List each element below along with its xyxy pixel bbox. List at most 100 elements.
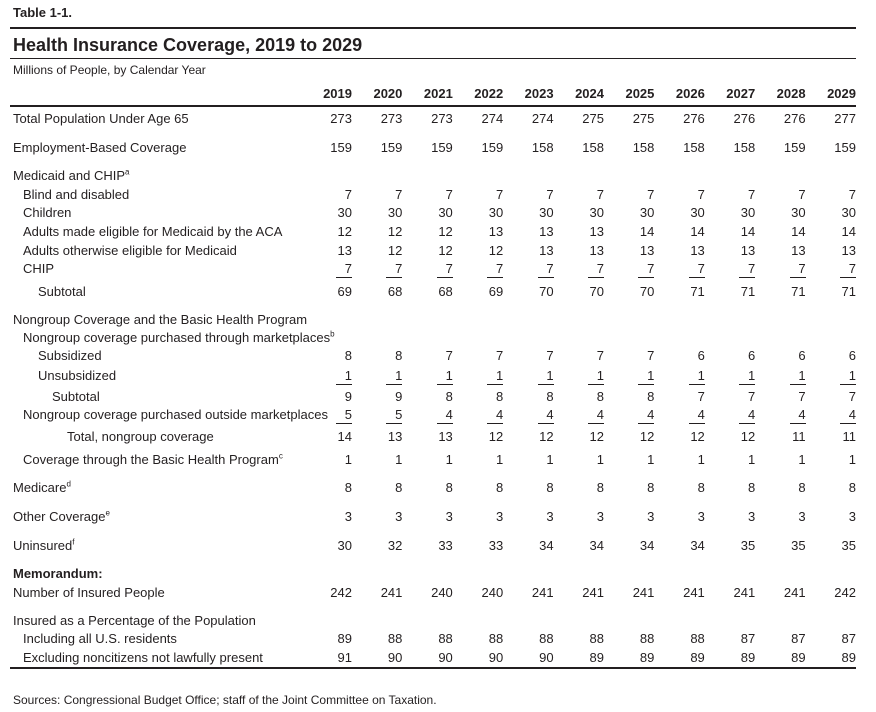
row-label: Including all U.S. residents [23,631,177,647]
cell-value: 13 [690,243,705,258]
cell-value: 12 [589,429,604,444]
row-label-text: Total, nongroup coverage [67,429,214,444]
cell-value: 91 [337,650,352,665]
cell-value: 241 [582,585,604,600]
cell-value: 6 [798,348,806,363]
cell-value: 7 [747,389,756,404]
footnote-marker: c [278,451,283,461]
cell-value: 7 [386,261,403,278]
cell-value: 30 [387,205,403,220]
cell-value: 30 [337,538,352,553]
cell-value: 12 [387,224,403,239]
cell-value: 89 [791,650,806,665]
row-label-text: Nongroup coverage purchased through mark… [23,330,331,345]
cell-value: 35 [841,538,856,553]
cell-value: 7 [688,261,705,278]
cell-value: 33 [488,538,504,553]
row-label: Subtotal [38,284,86,300]
cell-value: 276 [733,111,756,126]
cell-value: 14 [740,224,756,239]
cell-value: 90 [488,650,504,665]
row-label: Subsidized [38,348,102,364]
cell-value: 14 [841,224,856,239]
cell-value: 1 [487,368,504,385]
cell-value: 8 [848,480,856,495]
cell-value: 240 [431,585,453,600]
row-label-text: Nongroup Coverage and the Basic Health P… [13,312,308,327]
cell-value: 13 [791,243,806,258]
row-label: Total, nongroup coverage [67,429,214,445]
cell-value: 1 [840,368,856,385]
cell-value: 35 [740,538,756,553]
column-header: 2021 [423,86,453,101]
cell-value: 30 [589,205,604,220]
cell-value: 8 [344,480,352,495]
cell-value: 3 [697,509,705,524]
cell-value: 8 [798,480,806,495]
cell-value: 8 [596,480,604,495]
cell-value: 88 [690,631,705,646]
cell-value: 1 [697,452,705,467]
cell-value: 12 [740,429,756,444]
cell-value: 13 [438,429,453,444]
column-header: 2027 [726,86,756,101]
cell-value: 159 [783,140,806,155]
footnote-marker: b [330,329,335,339]
column-header: 2022 [474,86,504,101]
cell-value: 7 [697,187,705,202]
cell-value: 241 [380,585,403,600]
cell-value: 7 [537,261,554,278]
cell-value: 3 [495,509,504,524]
cell-value: 1 [546,452,554,467]
row-label: CHIP [23,261,54,277]
cell-value: 1 [336,368,352,385]
cell-value: 4 [588,407,604,424]
cell-value: 89 [690,650,705,665]
cell-value: 8 [697,480,705,495]
row-label: Medicaid and CHIPa [13,168,129,184]
cell-value: 8 [546,480,554,495]
row-label-text: Unsubsidized [38,368,117,383]
cell-value: 12 [488,429,504,444]
row-label: Memorandum: [13,566,103,582]
cell-value: 7 [848,187,856,202]
cell-value: 1 [344,452,352,467]
cell-value: 1 [588,368,604,385]
cell-value: 275 [632,111,655,126]
cell-value: 7 [546,348,554,363]
cell-value: 70 [539,284,554,299]
row-label-text: Total Population Under Age 65 [13,111,189,126]
row-label: Number of Insured People [13,585,165,601]
cell-value: 7 [588,261,604,278]
row-label: Medicared [13,480,71,496]
cell-value: 32 [387,538,403,553]
cell-value: 6 [848,348,856,363]
row-label-text: Insured as a Percentage of the Populatio… [13,613,256,628]
cell-value: 11 [792,429,806,444]
cell-value: 159 [834,140,856,155]
cell-value: 3 [747,509,756,524]
cell-value: 8 [445,389,453,404]
column-header: 2024 [575,86,604,101]
column-header: 2028 [776,86,806,101]
row-label-text: Adults otherwise eligible for Medicaid [23,243,237,258]
cell-value: 1 [436,368,453,385]
row-label-text: Including all U.S. residents [23,631,177,646]
cell-value: 274 [531,111,554,126]
row-label: Other Coveragee [13,509,110,525]
cell-value: 1 [495,452,504,467]
cell-value: 242 [330,585,352,600]
cell-value: 3 [596,509,604,524]
cell-value: 14 [791,224,806,239]
rule [10,667,856,669]
cell-value: 4 [537,407,554,424]
cell-value: 4 [789,407,806,424]
cell-value: 13 [639,243,655,258]
cell-value: 70 [589,284,604,299]
row-label: Adults otherwise eligible for Medicaid [23,243,237,259]
rule [10,27,856,29]
cell-value: 7 [395,187,403,202]
cell-value: 13 [589,224,604,239]
cell-value: 3 [445,509,453,524]
row-label: Employment-Based Coverage [13,140,186,156]
